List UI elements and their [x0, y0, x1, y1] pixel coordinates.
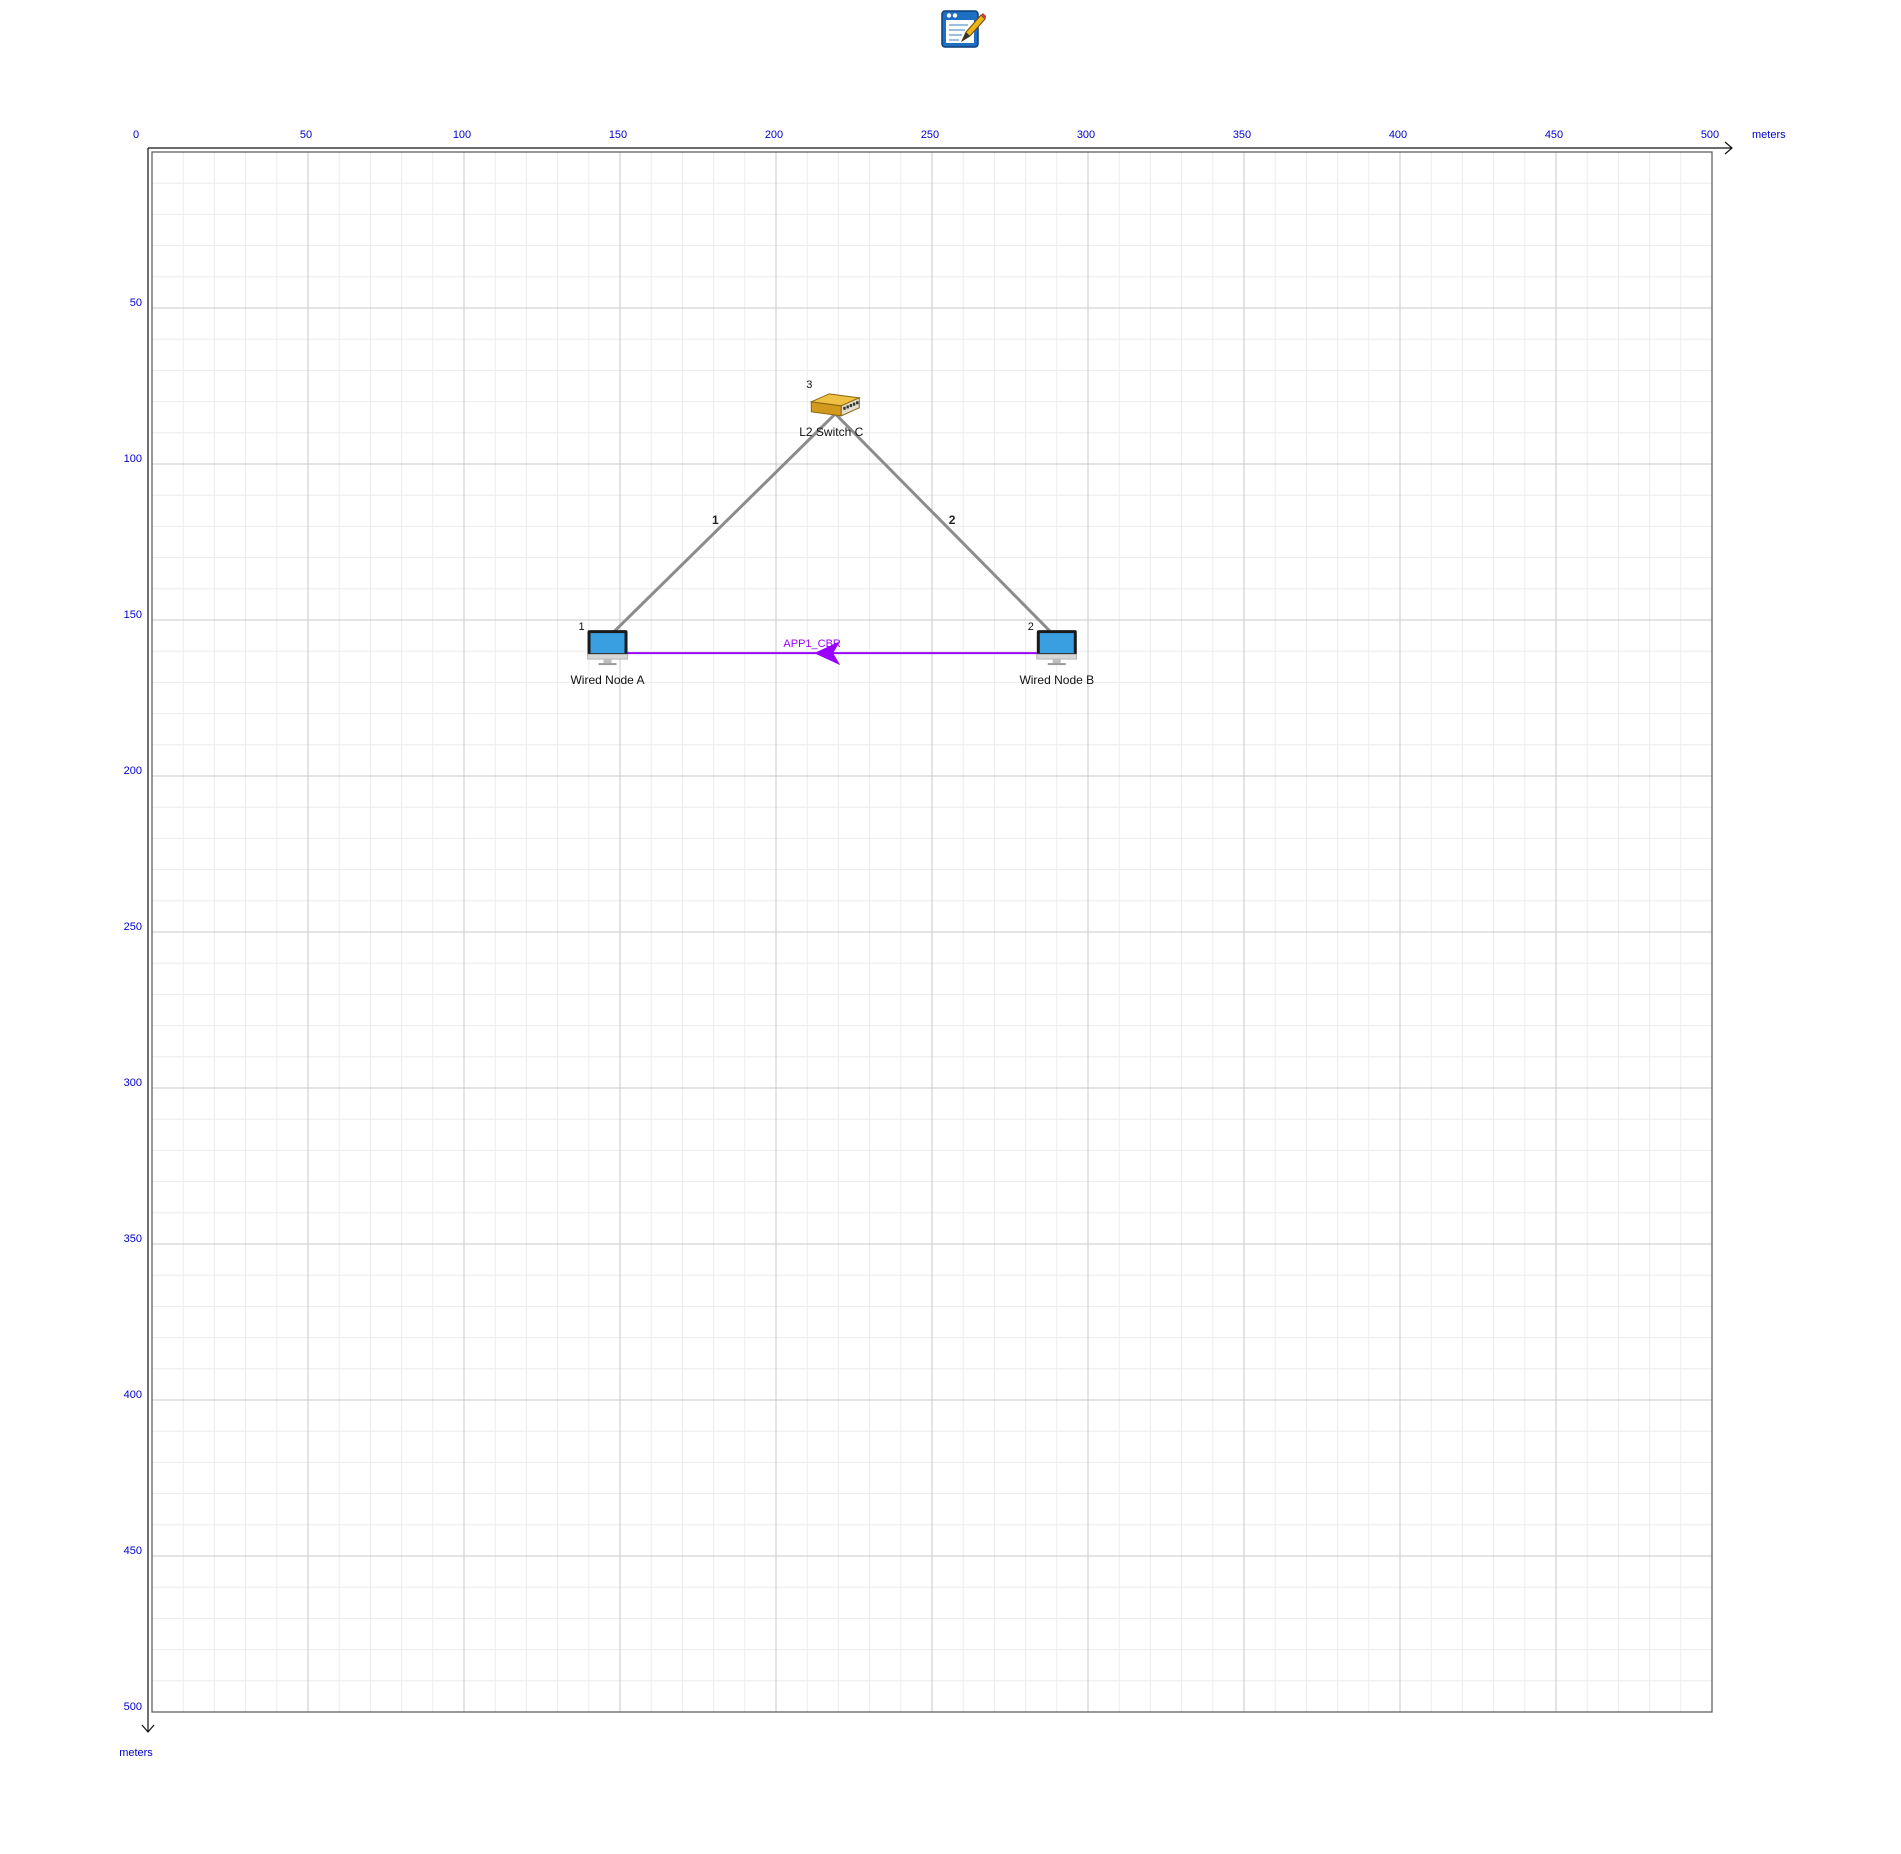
- device-name-label: L2 Switch C: [799, 425, 863, 439]
- x-tick-label: 300: [1077, 129, 1095, 141]
- device-id-label: 1: [578, 621, 584, 633]
- y-tick-label: 100: [124, 453, 142, 465]
- link-1[interactable]: 1: [606, 412, 837, 640]
- applications-layer: APP1_CBR: [627, 638, 1037, 666]
- computer-monitor-icon: [587, 630, 628, 666]
- x-tick-label: 0: [133, 129, 139, 141]
- x-tick-label: 100: [453, 129, 471, 141]
- y-tick-label: 200: [124, 765, 142, 777]
- device-id-label: 3: [806, 379, 812, 391]
- x-tick-label: 400: [1389, 129, 1407, 141]
- edit-properties-button[interactable]: [940, 8, 987, 50]
- link-id-label: 1: [712, 513, 719, 527]
- y-tick-label: 450: [124, 1545, 142, 1557]
- y-tick-label: 300: [124, 1077, 142, 1089]
- y-axis-ticks: 50 100 150 200 250 300 350 400 450 500 meters: [119, 297, 153, 1759]
- y-tick-label: 350: [124, 1233, 142, 1245]
- y-tick-label: 500: [124, 1701, 142, 1713]
- device-id-label: 2: [1028, 621, 1034, 633]
- x-tick-label: 250: [921, 129, 939, 141]
- y-tick-label: 150: [124, 609, 142, 621]
- axes: [141, 141, 1733, 1733]
- network-switch-icon: [809, 393, 862, 417]
- x-axis-ticks: 0 50 100 150 200 250 300 350 400 450 500 meters: [133, 129, 1786, 141]
- y-tick-label: 50: [130, 297, 142, 309]
- x-tick-label: 450: [1545, 129, 1563, 141]
- y-tick-label: 400: [124, 1389, 142, 1401]
- link-id-label: 2: [949, 513, 956, 527]
- device-name-label: Wired Node B: [1019, 673, 1094, 687]
- link-line[interactable]: [834, 412, 1058, 640]
- device-l2-switch-3[interactable]: 3 L2 Switch C: [799, 379, 863, 439]
- device-wired-node-1[interactable]: 1 Wired Node A: [570, 621, 644, 687]
- application-label: APP1_CBR: [783, 638, 841, 650]
- x-tick-label: 150: [609, 129, 627, 141]
- y-axis-unit: meters: [119, 1747, 153, 1759]
- application-flow[interactable]: APP1_CBR: [627, 638, 1037, 666]
- x-tick-label: 200: [765, 129, 783, 141]
- y-axis-arrow: [141, 1724, 155, 1733]
- grid-border: [151, 151, 1713, 1713]
- link-2[interactable]: 2: [834, 412, 1058, 640]
- application-arrow: [814, 641, 841, 666]
- computer-monitor-icon: [1036, 630, 1078, 666]
- y-tick-label: 250: [124, 921, 142, 933]
- x-tick-label: 50: [300, 129, 312, 141]
- link-line[interactable]: [606, 412, 837, 640]
- x-axis-unit: meters: [1752, 129, 1786, 141]
- x-axis-arrow: [1724, 141, 1733, 155]
- x-tick-label: 350: [1233, 129, 1251, 141]
- edit-properties-icon: [941, 10, 987, 48]
- device-wired-node-2[interactable]: 2 Wired Node B: [1019, 621, 1094, 687]
- x-tick-label: 500: [1701, 129, 1719, 141]
- device-name-label: Wired Node A: [570, 673, 644, 687]
- devices-layer: 1 Wired Node A 2 Wired Node B 3 L2 Switch C: [570, 379, 1094, 687]
- major-grid: [151, 151, 1713, 1713]
